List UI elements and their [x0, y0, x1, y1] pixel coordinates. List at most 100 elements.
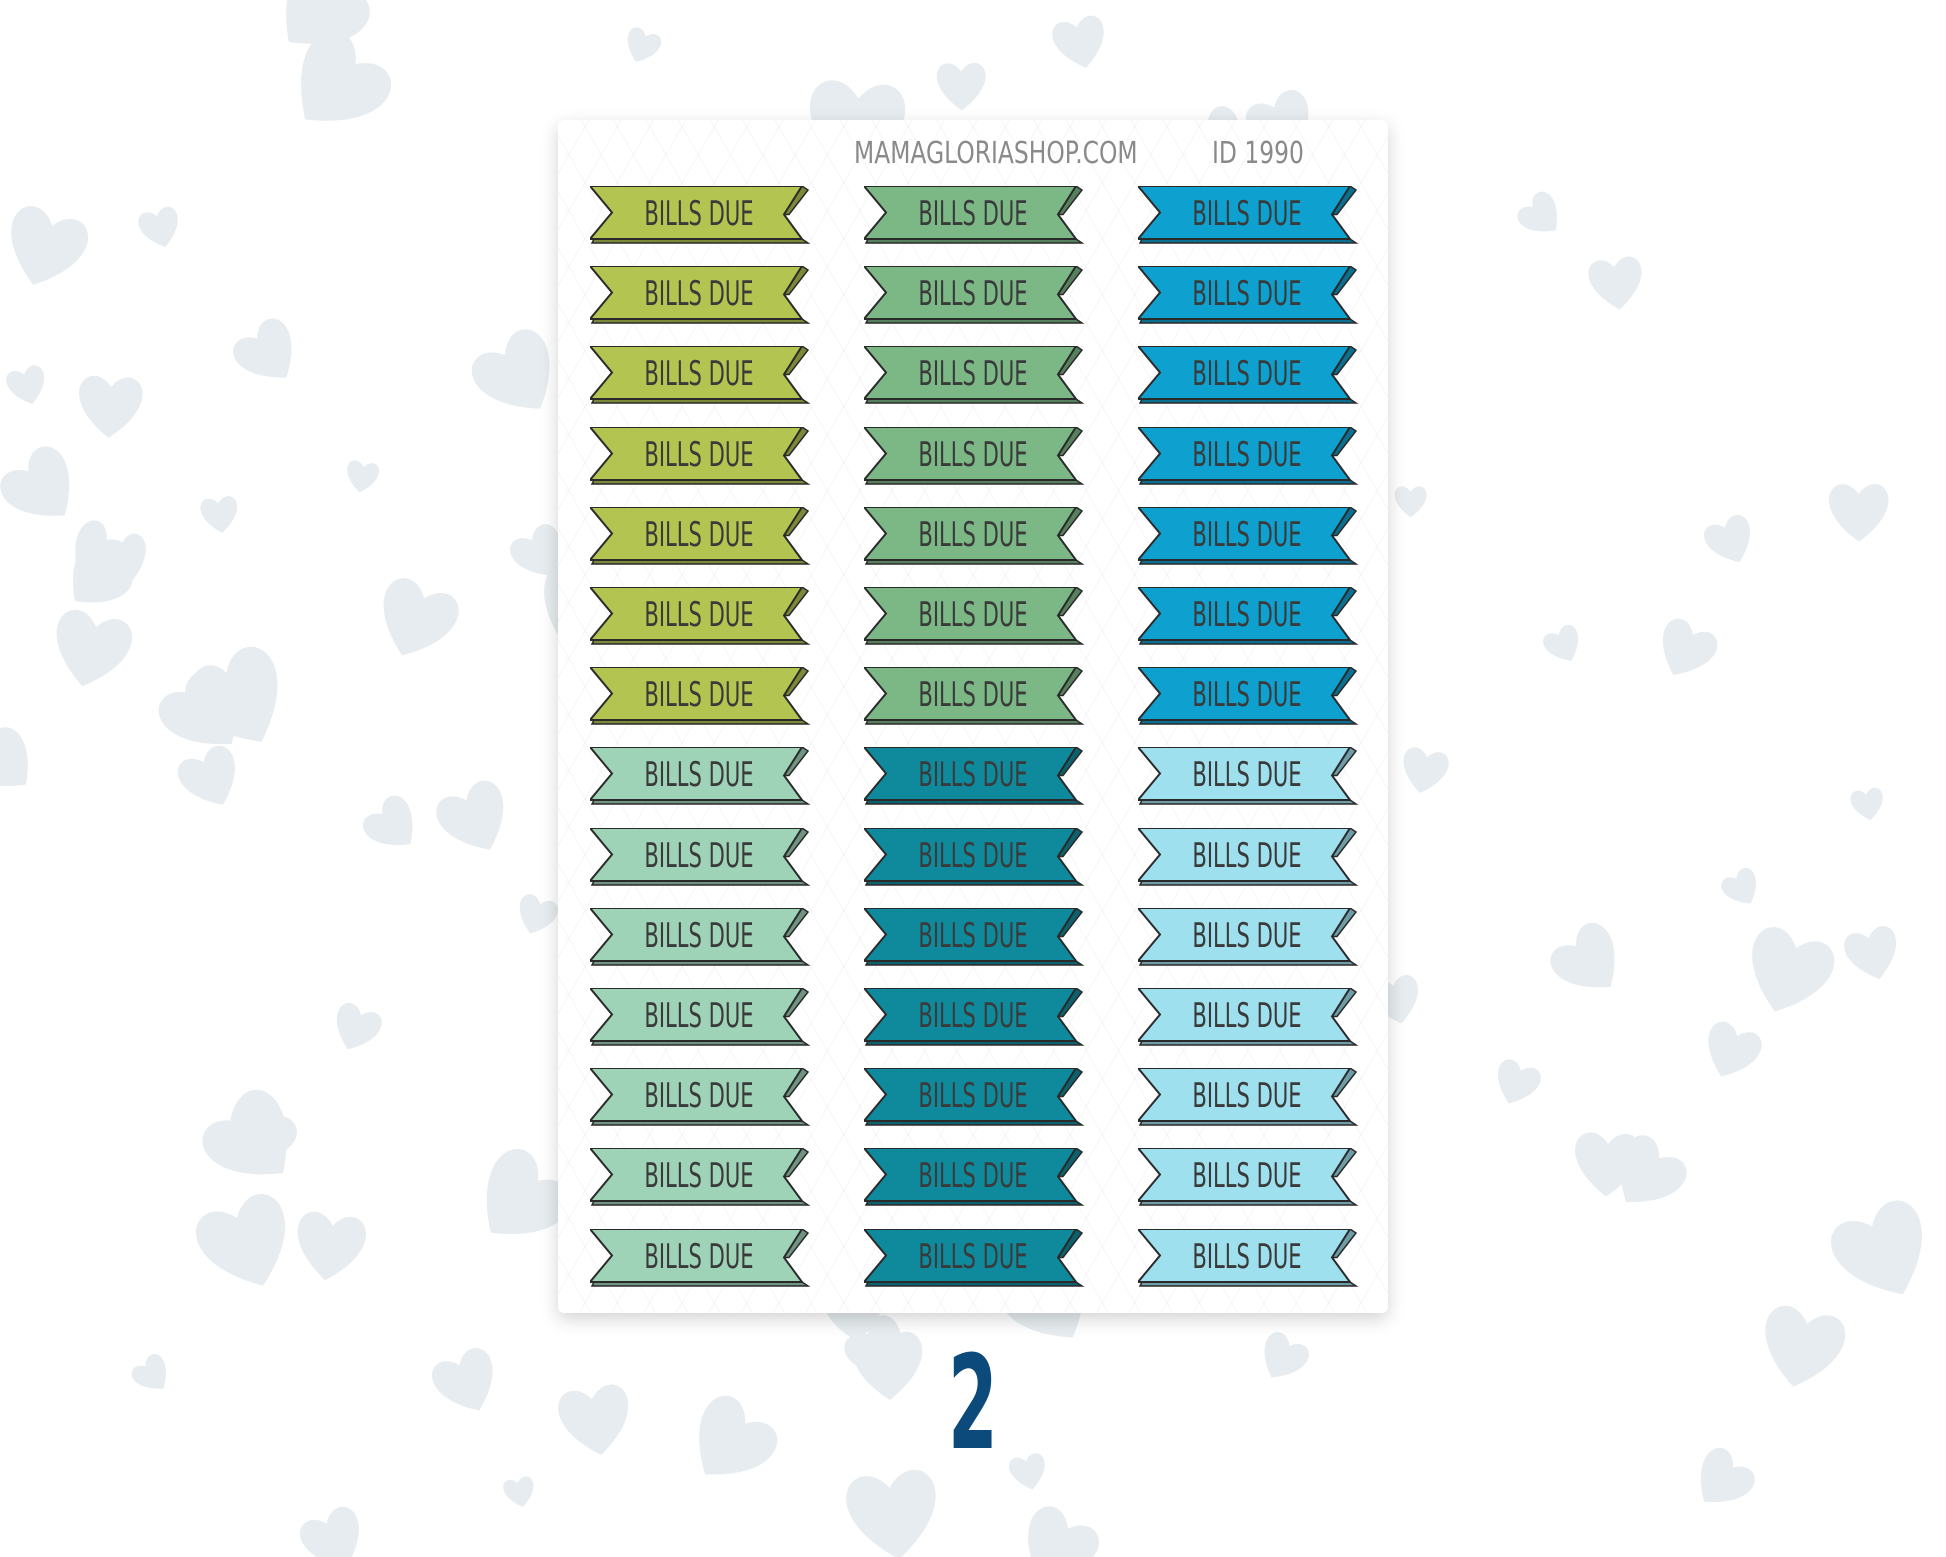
bills-due-sticker[interactable]: BILLS DUE [864, 266, 1086, 326]
heart-icon [1517, 191, 1557, 232]
ribbon-shape [590, 1148, 811, 1207]
heart-icon [1850, 787, 1883, 821]
bills-due-sticker[interactable]: BILLS DUE [1138, 747, 1360, 807]
ribbon-shape [590, 506, 811, 565]
bills-due-sticker[interactable]: BILLS DUE [864, 747, 1086, 807]
bills-due-sticker[interactable]: BILLS DUE [590, 1068, 812, 1128]
ribbon-shape [590, 346, 811, 405]
ribbon-shape [590, 747, 811, 806]
bills-due-sticker[interactable]: BILLS DUE [1138, 587, 1360, 647]
heart-icon [510, 524, 561, 576]
heart-icon [1752, 927, 1835, 1012]
heart-icon [347, 460, 379, 493]
sticker-label: BILLS DUE [918, 1236, 1028, 1277]
sticker-label: BILLS DUE [1192, 1076, 1302, 1117]
bills-due-sticker[interactable]: BILLS DUE [590, 907, 812, 968]
sticker-label: BILLS DUE [1192, 354, 1302, 395]
sheet-id: ID 1990 [1212, 136, 1304, 171]
heart-icon [309, 40, 345, 75]
bills-due-sticker[interactable]: BILLS DUE [864, 1068, 1086, 1128]
sticker-label: BILLS DUE [1192, 755, 1302, 796]
ribbon-shape [590, 1068, 811, 1126]
bills-due-sticker[interactable]: BILLS DUE [1138, 988, 1360, 1048]
heart-icon [1588, 256, 1642, 310]
bills-due-sticker[interactable]: BILLS DUE [864, 827, 1086, 888]
heart-icon [486, 1149, 572, 1235]
bills-due-sticker[interactable]: BILLS DUE [590, 827, 812, 888]
heart-icon [6, 365, 45, 405]
bills-due-sticker[interactable]: BILLS DUE [864, 1228, 1086, 1289]
heart-icon [1550, 923, 1615, 988]
bills-due-sticker[interactable]: BILLS DUE [864, 346, 1086, 406]
ribbon-shape [590, 1228, 811, 1287]
bills-due-sticker[interactable]: BILLS DUE [864, 988, 1086, 1048]
sticker-label: BILLS DUE [1192, 194, 1302, 234]
bills-due-sticker[interactable]: BILLS DUE [1138, 1228, 1360, 1289]
sticker-sheet: MAMAGLORIASHOP.COM ID 1990 BILLS DUE BILL… [558, 120, 1388, 1313]
heart-icon [1264, 1332, 1309, 1378]
heart-icon [11, 206, 89, 285]
heart-icon [138, 206, 178, 248]
ribbon-shape [1138, 907, 1359, 966]
sticker-label: BILLS DUE [1192, 835, 1302, 876]
bills-due-sticker[interactable]: BILLS DUE [1138, 506, 1360, 567]
ribbon-shape [1138, 266, 1359, 324]
page-number: 2 [948, 1327, 998, 1479]
ribbon-shape [590, 587, 811, 645]
bills-due-sticker[interactable]: BILLS DUE [1138, 266, 1360, 326]
bills-due-sticker[interactable]: BILLS DUE [1138, 426, 1360, 487]
bills-due-sticker[interactable]: BILLS DUE [1138, 1068, 1360, 1128]
bills-due-sticker[interactable]: BILLS DUE [590, 266, 812, 326]
bills-due-sticker[interactable]: BILLS DUE [590, 186, 812, 246]
heart-icon [1394, 486, 1427, 518]
heart-icon [0, 446, 70, 516]
bills-due-sticker[interactable]: BILLS DUE [590, 747, 812, 807]
bills-due-sticker[interactable]: BILLS DUE [864, 1148, 1086, 1208]
heart-icon [1620, 1135, 1687, 1203]
heart-icon [558, 1384, 629, 1455]
bills-due-sticker[interactable]: BILLS DUE [1138, 827, 1360, 888]
heart-icon [158, 665, 237, 745]
heart-icon [1028, 1506, 1099, 1557]
bills-due-sticker[interactable]: BILLS DUE [590, 667, 812, 727]
sticker-label: BILLS DUE [918, 1076, 1028, 1117]
bills-due-sticker[interactable]: BILLS DUE [1138, 346, 1360, 406]
heart-icon [1831, 1200, 1922, 1295]
bills-due-sticker[interactable]: BILLS DUE [864, 186, 1086, 246]
bills-due-sticker[interactable]: BILLS DUE [590, 506, 812, 567]
ribbon-shape [864, 827, 1085, 886]
sticker-label: BILLS DUE [918, 514, 1028, 555]
bills-due-sticker[interactable]: BILLS DUE [1138, 907, 1360, 968]
heart-icon [432, 1348, 493, 1411]
ribbon-shape [1138, 506, 1359, 565]
heart-icon [1497, 1059, 1541, 1104]
bills-due-sticker[interactable]: BILLS DUE [864, 426, 1086, 487]
bills-due-sticker[interactable]: BILLS DUE [590, 426, 812, 487]
heart-icon [297, 1211, 367, 1281]
bills-due-sticker[interactable]: BILLS DUE [864, 587, 1086, 647]
sticker-label: BILLS DUE [1192, 996, 1302, 1036]
sticker-label: BILLS DUE [1192, 274, 1302, 315]
ribbon-shape [864, 346, 1085, 405]
bills-due-sticker[interactable]: BILLS DUE [590, 1228, 812, 1289]
bills-due-sticker[interactable]: BILLS DUE [590, 1148, 812, 1208]
bills-due-sticker[interactable]: BILLS DUE [1138, 1148, 1360, 1208]
bills-due-sticker[interactable]: BILLS DUE [1138, 667, 1360, 727]
bills-due-sticker[interactable]: BILLS DUE [864, 667, 1086, 727]
bills-due-sticker[interactable]: BILLS DUE [590, 988, 812, 1048]
heart-icon [846, 1469, 936, 1557]
bills-due-sticker[interactable]: BILLS DUE [590, 346, 812, 406]
ribbon-shape [1138, 1148, 1359, 1207]
heart-icon [196, 1194, 285, 1286]
ribbon-shape [590, 426, 811, 485]
bills-due-sticker[interactable]: BILLS DUE [864, 506, 1086, 567]
sticker-label: BILLS DUE [1192, 675, 1302, 716]
sticker-label: BILLS DUE [644, 595, 754, 635]
ribbon-shape [1138, 346, 1359, 405]
bills-due-sticker[interactable]: BILLS DUE [1138, 186, 1360, 246]
ribbon-shape [590, 266, 811, 324]
sticker-label: BILLS DUE [644, 755, 754, 796]
ribbon-shape [864, 988, 1085, 1046]
bills-due-sticker[interactable]: BILLS DUE [590, 587, 812, 647]
bills-due-sticker[interactable]: BILLS DUE [864, 907, 1086, 968]
